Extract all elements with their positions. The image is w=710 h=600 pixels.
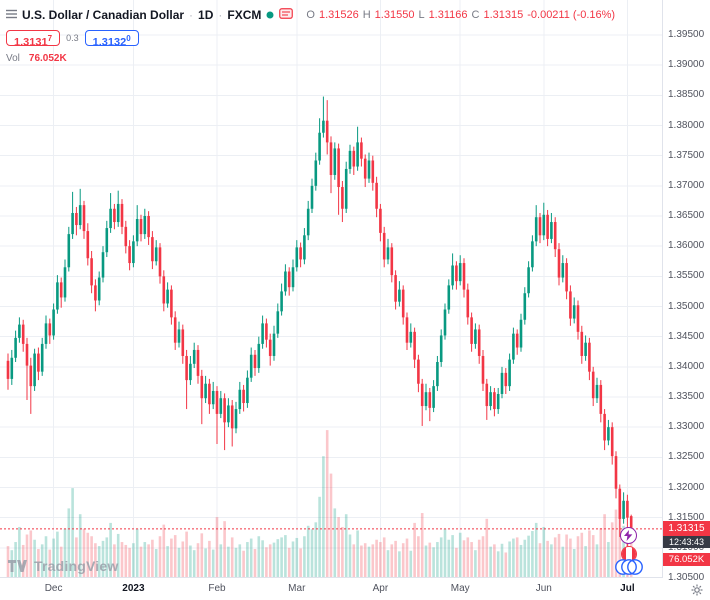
legend-menu-icon[interactable] bbox=[6, 6, 17, 24]
price-axis-label: 1.34000 bbox=[668, 360, 705, 372]
price-axis-label: 1.39000 bbox=[668, 59, 705, 71]
price-axis-label: 1.33500 bbox=[668, 391, 705, 402]
high-label: H bbox=[362, 9, 371, 21]
separator-dot: · bbox=[189, 8, 194, 22]
tradingview-logo[interactable]: TradingView bbox=[8, 558, 118, 574]
grouped-events-icon[interactable] bbox=[615, 558, 643, 576]
legend-symbol-row: U.S. Dollar / Canadian Dollar · 1D · FXC… bbox=[6, 6, 615, 24]
close-value: 1.31315 bbox=[483, 9, 524, 21]
price-axis-label: 1.36000 bbox=[668, 240, 705, 252]
last-price-badge: 1.31315 bbox=[663, 521, 710, 537]
tradingview-logo-text: TradingView bbox=[34, 558, 119, 574]
axis-settings-gear-icon[interactable] bbox=[691, 583, 703, 600]
price-axis-label: 1.38500 bbox=[668, 89, 705, 101]
open-label: O bbox=[306, 9, 315, 21]
tradingview-glyph-icon bbox=[8, 560, 27, 572]
low-value: 1.31166 bbox=[428, 9, 468, 21]
price-axis-label: 1.35500 bbox=[668, 270, 705, 282]
time-axis-label: Jul bbox=[620, 583, 635, 594]
price-axis-label: 1.31500 bbox=[668, 511, 705, 523]
separator-dot: · bbox=[218, 8, 223, 22]
notes-icon[interactable] bbox=[279, 6, 294, 24]
price-axis-label: 1.37000 bbox=[668, 179, 705, 191]
volume-value-badge: 76.052K bbox=[663, 553, 710, 566]
market-status-dot-icon[interactable] bbox=[266, 6, 274, 24]
price-axis-label: 1.34500 bbox=[668, 330, 705, 342]
bid-price: 1.3131 bbox=[14, 36, 48, 49]
price-axis-label: 1.37500 bbox=[668, 149, 705, 161]
price-axis-label: 1.30500 bbox=[668, 572, 705, 583]
symbol-title[interactable]: U.S. Dollar / Canadian Dollar bbox=[22, 8, 185, 22]
volume-label: Vol bbox=[6, 52, 20, 64]
time-axis-label: Feb bbox=[208, 583, 226, 594]
price-axis-label: 1.36500 bbox=[668, 210, 705, 221]
change-value: -0.00211 (-0.16%) bbox=[527, 9, 616, 21]
quote-row: 1.31317 0.3 1.31320 bbox=[6, 29, 615, 49]
ask-price: 1.3132 bbox=[92, 36, 127, 49]
legend: U.S. Dollar / Canadian Dollar · 1D · FXC… bbox=[6, 6, 615, 65]
low-label: L bbox=[418, 9, 425, 21]
price-axis-label: 1.38000 bbox=[668, 119, 705, 131]
open-value: 1.31526 bbox=[318, 9, 359, 21]
volume-value: 76.052K bbox=[28, 52, 67, 64]
volume-row: Vol 76.052K bbox=[6, 51, 615, 65]
price-axis[interactable]: 1.39500 1.39000 1.38500 1.38000 1.37500 1.370… bbox=[662, 0, 710, 583]
close-label: C bbox=[471, 9, 480, 21]
high-value: 1.31550 bbox=[374, 9, 415, 21]
bar-countdown-badge: 12:43:43 bbox=[663, 536, 710, 549]
time-axis-label: 2023 bbox=[122, 583, 145, 594]
time-axis-label: Jun bbox=[535, 583, 552, 594]
buy-button[interactable]: 1.31320 bbox=[84, 30, 139, 49]
time-axis[interactable]: Dec 2023 Feb Mar Apr May Jun Jul bbox=[0, 577, 710, 600]
price-axis-label: 1.33000 bbox=[668, 421, 705, 433]
price-axis-label: 1.32000 bbox=[668, 481, 705, 493]
time-axis-label: Mar bbox=[288, 583, 306, 594]
ask-price-fraction: 0 bbox=[126, 34, 131, 43]
sell-button[interactable]: 1.31317 bbox=[6, 30, 61, 49]
price-axis-label: 1.39500 bbox=[668, 29, 705, 40]
price-axis-label: 1.32500 bbox=[668, 451, 705, 463]
event-lightning-icon[interactable] bbox=[620, 527, 637, 544]
time-axis-label: Dec bbox=[44, 583, 63, 594]
time-axis-label: Apr bbox=[372, 583, 389, 594]
timeframe-label[interactable]: 1D bbox=[198, 8, 214, 22]
time-axis-label: May bbox=[450, 583, 470, 594]
price-axis-label: 1.35000 bbox=[668, 300, 705, 312]
bid-price-fraction: 7 bbox=[47, 34, 53, 43]
exchange-label[interactable]: FXCM bbox=[227, 8, 262, 22]
spread-value: 0.3 bbox=[66, 33, 79, 43]
ohlc-readout: O 1.31526 H 1.31550 L 1.31166 C 1.31315 -0.0… bbox=[306, 9, 615, 21]
